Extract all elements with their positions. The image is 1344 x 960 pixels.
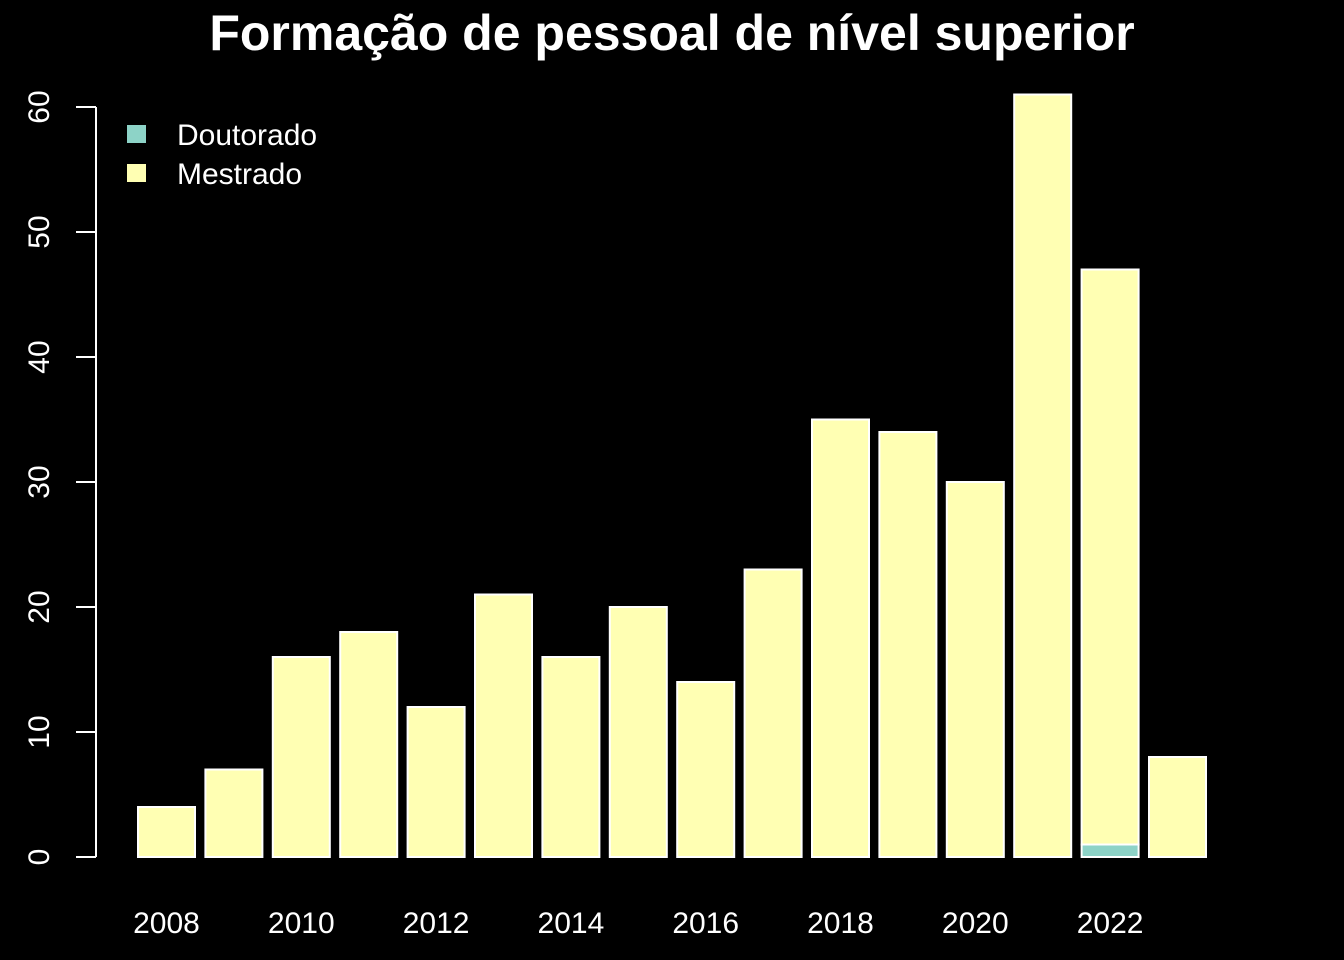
y-tick-label: 20 xyxy=(23,590,56,623)
bar-mestrado-2010 xyxy=(271,656,331,858)
x-tick-label: 2014 xyxy=(538,907,605,940)
bar-mestrado-2014 xyxy=(541,656,601,858)
x-tick-label: 2008 xyxy=(133,907,200,940)
legend: Doutorado Mestrado xyxy=(127,119,317,191)
x-tick-label: 2010 xyxy=(268,907,335,940)
y-tick-label: 10 xyxy=(23,715,56,748)
y-tick-label: 50 xyxy=(23,215,56,248)
bar-mestrado-2018 xyxy=(811,418,870,858)
bar-mestrado-2021 xyxy=(1013,93,1073,858)
x-tick-label: 2012 xyxy=(403,907,470,940)
legend-swatch-mestrado xyxy=(127,164,146,182)
legend-label-mestrado: Mestrado xyxy=(177,158,302,191)
x-axis-labels: 2008 2010 2012 2014 2016 2018 2020 2022 xyxy=(133,907,1143,940)
chart-title: Formação de pessoal de nível superior xyxy=(209,5,1134,61)
y-tick-label: 40 xyxy=(23,340,56,373)
bars-group xyxy=(137,93,1207,858)
bar-mestrado-2012 xyxy=(406,706,466,858)
bar-mestrado-2008 xyxy=(137,806,196,858)
x-tick-label: 2018 xyxy=(807,907,874,940)
bar-mestrado-2011 xyxy=(339,631,399,858)
x-tick-label: 2020 xyxy=(942,907,1009,940)
bar-mestrado-2016 xyxy=(676,681,736,858)
bar-mestrado-2009 xyxy=(204,768,264,858)
x-tick-label: 2022 xyxy=(1077,907,1144,940)
bar-mestrado-2013 xyxy=(474,593,533,858)
bar-mestrado-2020 xyxy=(945,481,1005,858)
x-tick-label: 2016 xyxy=(672,907,739,940)
legend-label-doutorado: Doutorado xyxy=(177,119,317,152)
y-axis: 0 10 20 30 40 50 60 xyxy=(23,90,97,866)
bar-doutorado-2022 xyxy=(1080,843,1140,858)
y-tick-label: 30 xyxy=(23,465,56,498)
bar-mestrado-2019 xyxy=(878,431,938,858)
y-tick-label: 60 xyxy=(23,90,56,123)
legend-swatch-doutorado xyxy=(127,125,146,143)
bar-mestrado-2023 xyxy=(1148,756,1207,858)
bar-mestrado-2015 xyxy=(608,606,668,858)
y-tick-label: 0 xyxy=(23,849,56,866)
bar-mestrado-2017 xyxy=(743,568,803,858)
bar-mestrado-2022 xyxy=(1080,268,1140,846)
